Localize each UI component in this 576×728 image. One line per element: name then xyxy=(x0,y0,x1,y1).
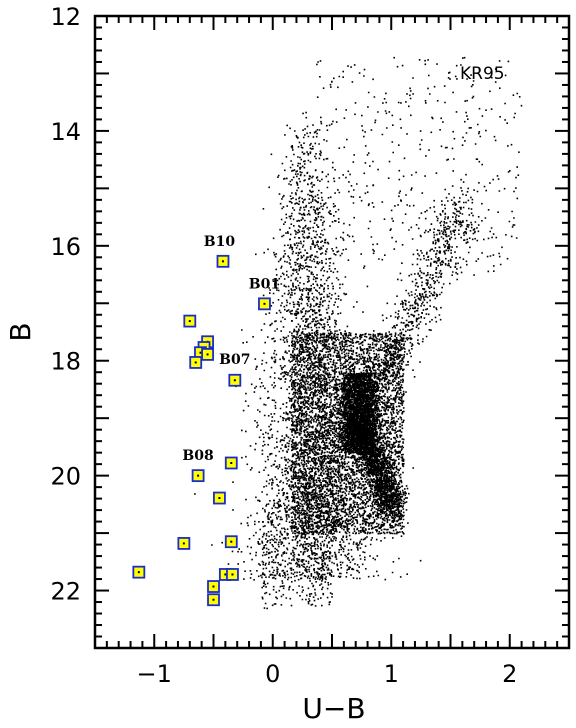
y-tick-label: 12 xyxy=(50,3,81,31)
y-tick-label: 16 xyxy=(50,233,81,261)
highlighted-star-center xyxy=(231,573,234,576)
highlighted-star-center xyxy=(233,379,236,382)
x-tick-label: 0 xyxy=(265,660,280,688)
x-tick-label: 2 xyxy=(502,660,517,688)
highlighted-star-center xyxy=(212,585,215,588)
highlighted-star-center xyxy=(263,302,266,305)
axis-ticks xyxy=(94,15,570,649)
star-annotations: B10 B01 B07 B08 xyxy=(182,234,280,464)
plot-frame xyxy=(93,14,571,650)
highlighted-star-center xyxy=(218,497,221,500)
highlighted-star-center xyxy=(224,573,227,576)
highlighted-star-center xyxy=(230,540,233,543)
highlighted-star-center xyxy=(194,361,197,364)
field-star-cloud xyxy=(192,56,523,610)
inset-label: KR95 xyxy=(460,64,505,84)
star-annotation-label: B01 xyxy=(249,276,280,292)
y-tick-label: 20 xyxy=(50,463,81,491)
y-axis-title: B xyxy=(4,322,37,341)
highlighted-star-center xyxy=(197,474,200,477)
highlighted-star-center xyxy=(137,571,140,574)
highlighted-star-center xyxy=(182,542,185,545)
field-star-points xyxy=(192,56,523,610)
x-axis-title: U−B xyxy=(302,692,365,725)
highlighted-star-center xyxy=(199,351,202,354)
highlighted-star-center xyxy=(221,260,224,263)
highlighted-star-center xyxy=(230,461,233,464)
star-annotation-label: B07 xyxy=(219,352,250,368)
highlighted-star-center xyxy=(212,598,215,601)
y-tick-label: 22 xyxy=(50,578,81,606)
highlighted-star-center xyxy=(206,353,209,356)
star-annotation-label: B08 xyxy=(182,448,213,464)
star-annotation-label: B10 xyxy=(204,234,236,250)
y-tick-label: 14 xyxy=(50,118,81,146)
highlighted-star-center xyxy=(188,320,191,323)
y-tick-label: 18 xyxy=(50,348,81,376)
x-tick-label: 1 xyxy=(384,660,399,688)
highlighted-star-markers xyxy=(132,254,271,607)
x-tick-label: −1 xyxy=(137,660,172,688)
